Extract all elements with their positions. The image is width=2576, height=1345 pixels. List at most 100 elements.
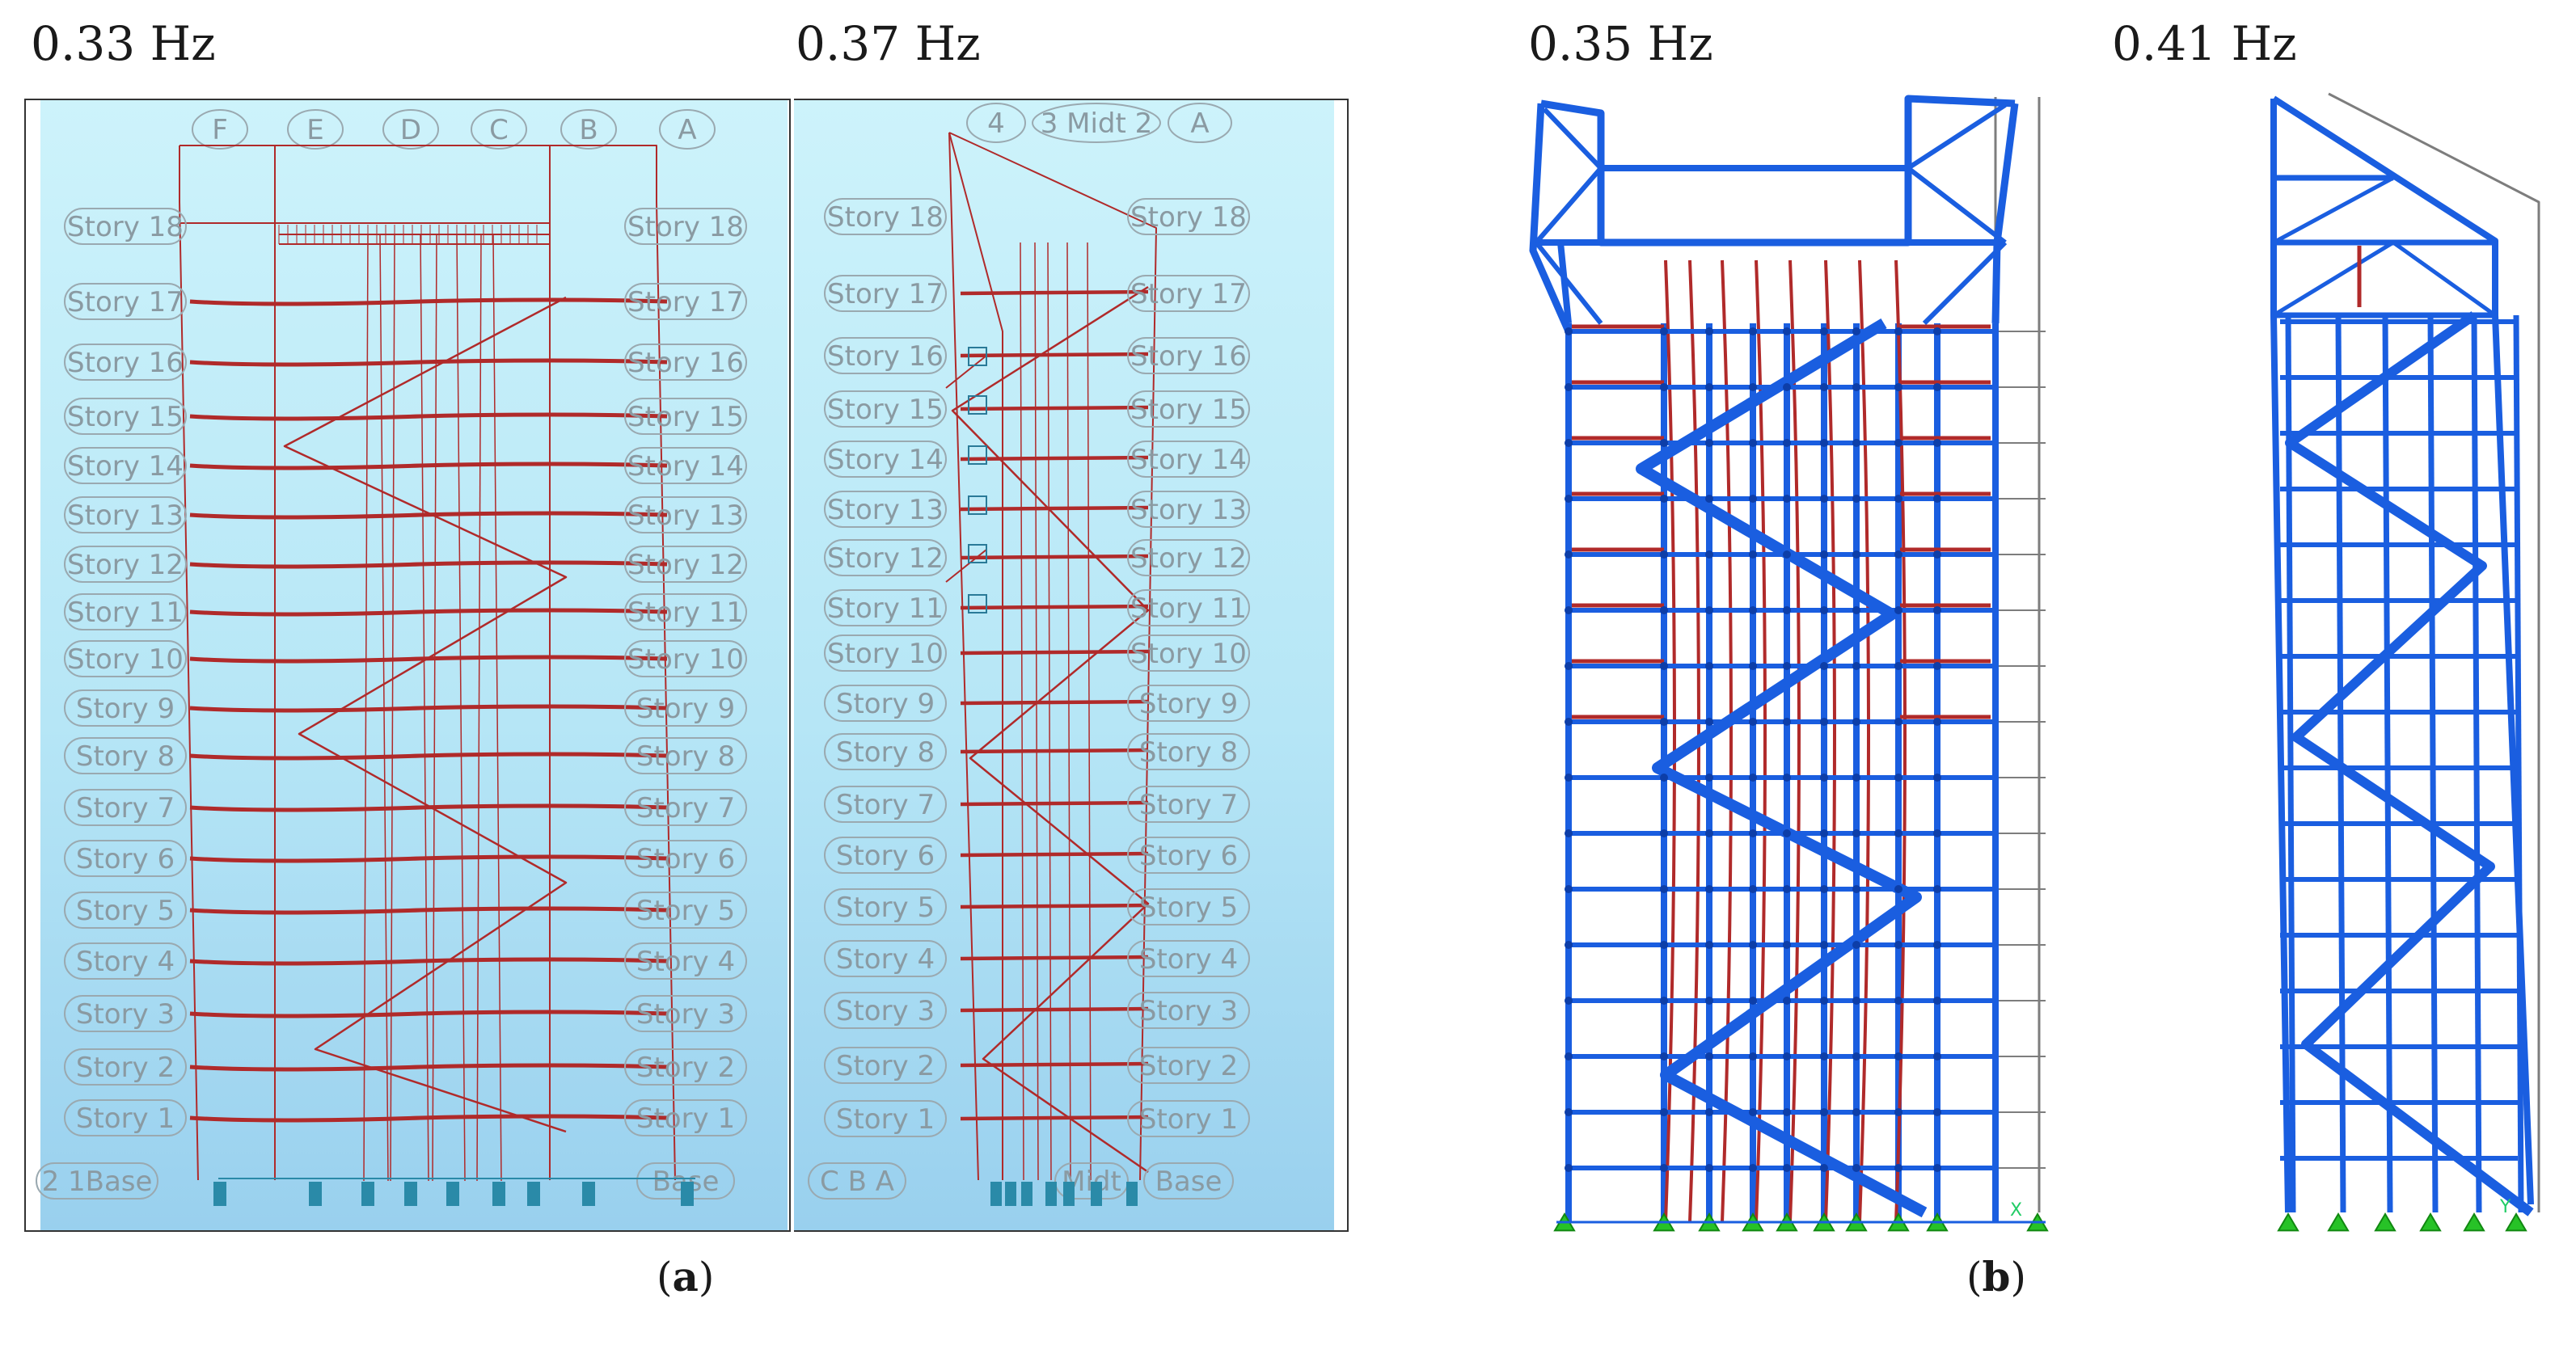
node-b1 [1660, 1108, 1668, 1116]
node-b1 [1894, 1052, 1902, 1060]
story-label-right-a1-outline [624, 593, 747, 630]
story-label-right-a2: Story 6 [1139, 840, 1238, 872]
node-b1 [1933, 662, 1941, 670]
node-b1 [1660, 550, 1668, 559]
brace-a2b [945, 549, 987, 583]
story-label-right-a1-outline [624, 1099, 747, 1136]
subfigure-label-b: (b) [1966, 1253, 2026, 1301]
node-b1 [1820, 1108, 1828, 1116]
story-label-right-a2-outline [1127, 491, 1250, 528]
ghost-outline-b2 [2328, 92, 2540, 1212]
node-b1 [1660, 662, 1668, 670]
support-a2 [1045, 1182, 1057, 1206]
hat-diag-2 [1534, 167, 1603, 244]
story-label-left-a1: Story 5 [76, 895, 175, 927]
support-a1 [681, 1182, 694, 1206]
story-label-right-a1: Story 1 [636, 1103, 735, 1135]
story-label-left-a1-outline [64, 447, 187, 484]
brace-a2 [945, 355, 987, 389]
story-label-right-a1: Story 3 [636, 998, 735, 1031]
floor-beam-a1 [189, 358, 668, 367]
story-label-right-a2: Story 7 [1139, 789, 1238, 821]
story-label-right-a1: Story 10 [627, 643, 744, 676]
node-b1 [1749, 997, 1757, 1005]
node-b1 [1705, 941, 1713, 949]
story-label-left-a1: Story 17 [67, 286, 184, 318]
floor-beam-a2 [960, 903, 1149, 909]
structure-model-b1: X [1529, 95, 2049, 1232]
node-b1 [1705, 718, 1713, 726]
story-label-left-a1: Story 14 [67, 450, 184, 483]
node-b1 [1749, 383, 1757, 391]
grid-label-a1-0: F [212, 114, 228, 146]
node-b1 [1783, 885, 1791, 893]
story-label-right-a2: Story 1 [1139, 1103, 1238, 1136]
floor-beam-a2 [960, 649, 1149, 656]
node-b1 [1749, 662, 1757, 670]
node-b1 [1852, 439, 1860, 447]
story-label-right-a1-outline [624, 942, 747, 980]
node-b1 [1894, 439, 1902, 447]
frequency-label-b1: 0.35 Hz [1528, 16, 1713, 71]
story-label-left-a1-outline [64, 1048, 187, 1086]
story-label-right-a2-outline [1127, 198, 1250, 235]
node-b1 [1749, 718, 1757, 726]
node-b1 [1852, 1164, 1860, 1172]
floor-beam-a1 [189, 704, 668, 713]
damper-marker-a2 [968, 544, 987, 563]
node-b1 [1820, 997, 1828, 1005]
node-b1 [1749, 327, 1757, 335]
story-label-left-a2: Story 14 [827, 444, 944, 476]
story-label-right-a1: Story 9 [636, 693, 735, 725]
story-label-left-a1: Story 1 [76, 1103, 175, 1135]
story-label-left-a2-outline [824, 589, 947, 626]
story-label-left-a2: Story 9 [836, 688, 935, 720]
outline-right-a2 [948, 132, 1157, 1181]
axis-indicator-b1: X [2010, 1200, 2022, 1221]
story-label-left-a2: Story 12 [827, 542, 944, 575]
stair-zigzag-b2 [2285, 311, 2534, 1216]
interior-column-a2 [1047, 242, 1052, 1181]
node-b1 [1565, 718, 1573, 726]
story-label-left-a2: Story 5 [836, 892, 935, 924]
node-b1 [1783, 439, 1791, 447]
story-label-left-a1: Story 16 [67, 347, 184, 379]
node-b1 [1894, 718, 1902, 726]
hat-diag-6 [1922, 240, 2008, 326]
node-b1 [1705, 1164, 1713, 1172]
story-label-left-a2: Story 11 [827, 592, 944, 625]
story-label-left-a2-outline [824, 837, 947, 874]
story-label-left-a1-outline [64, 640, 187, 677]
node-b1 [1660, 774, 1668, 782]
story-label-left-a2-outline [824, 539, 947, 576]
grid-bubble-D [382, 109, 439, 150]
support-a1 [309, 1182, 322, 1206]
hat-diag-b2-3 [2272, 240, 2395, 318]
story-label-left-a1-outline [64, 344, 187, 381]
story-label-right-a2-outline [1127, 786, 1250, 823]
story-label-left-a2-outline [824, 1047, 947, 1084]
story-label-left-a1: Story 10 [67, 643, 184, 676]
column-b2 [2285, 314, 2296, 1213]
node-b1 [1852, 550, 1860, 559]
support-b2 [2327, 1212, 2350, 1232]
story-label-right-a1: Story 16 [627, 347, 744, 379]
story-label-right-a2-outline [1127, 837, 1250, 874]
grid-bubble-E [287, 109, 344, 150]
story-label-left-a2: Story 7 [836, 789, 935, 821]
story-label-left-a2-outline [824, 685, 947, 722]
grid-label-a1-3: C [489, 114, 509, 146]
story-label-right-a2: Story 5 [1139, 892, 1238, 924]
story-label-right-a2-outline [1127, 888, 1250, 925]
node-b1 [1933, 885, 1941, 893]
story-label-right-a1-outline [624, 398, 747, 435]
support-b2 [2463, 1212, 2485, 1232]
node-b1 [1749, 1164, 1757, 1172]
support-a1 [527, 1182, 540, 1206]
column-b2 [2471, 314, 2482, 1213]
damper-marker-a2 [968, 445, 987, 465]
story-label-left-a2-outline [824, 390, 947, 428]
floor-beam-a1 [189, 412, 668, 421]
story-label-left-a2: Story 8 [836, 736, 935, 769]
floor-beam-a2 [960, 1006, 1149, 1013]
